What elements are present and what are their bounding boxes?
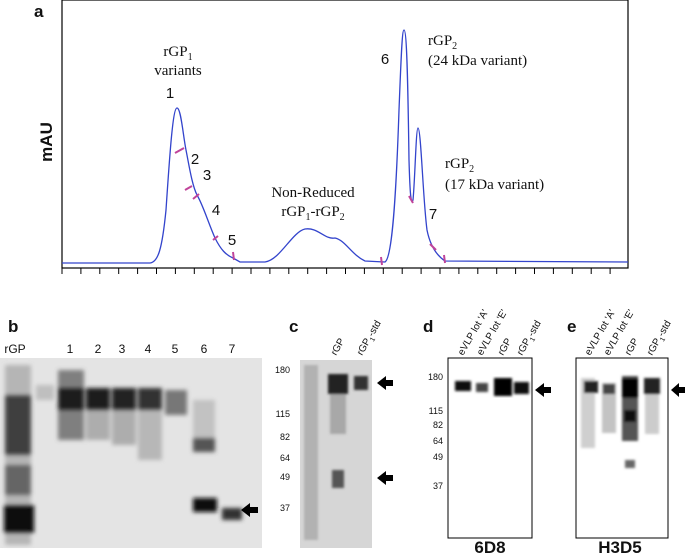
lane-suffix: -std (366, 319, 384, 339)
mw-marker: 82 (280, 432, 290, 442)
lane-sub: 1 (529, 336, 537, 343)
mw-marker: 49 (433, 452, 443, 462)
annotation-sub: 1 (188, 52, 193, 63)
gel-bands (304, 365, 368, 540)
lane-text: rGP (329, 336, 348, 357)
lane-label: rGP (496, 336, 515, 357)
blot-bands (581, 376, 660, 468)
mw-marker: 49 (280, 472, 290, 482)
annotation-text: -rGP (311, 204, 340, 220)
lane-label: 4 (145, 342, 152, 356)
annotation-text: rGP (281, 204, 305, 220)
lane-label: 5 (172, 342, 179, 356)
lane-label: 2 (95, 342, 102, 356)
annotation: (17 kDa variant) (445, 177, 544, 193)
arrow (535, 383, 551, 397)
fraction-markers (174, 147, 446, 266)
annotation-sub: 2 (469, 164, 474, 175)
arrow (241, 503, 258, 517)
panel-label: b (8, 317, 18, 336)
chromatogram-trace (62, 29, 629, 264)
blot-bands (455, 378, 529, 396)
plot-frame (61, 0, 629, 269)
mw-marker: 64 (433, 436, 443, 446)
lane-label: 1 (67, 342, 74, 356)
lane-label: rGP1-std (355, 319, 385, 359)
lane-text: rGP (496, 336, 515, 357)
mw-marker: 37 (433, 481, 443, 491)
lane-label: 7 (229, 342, 236, 356)
annotation-text: rGP (445, 156, 469, 172)
lane-label: rGP1-std (645, 319, 675, 359)
peak-label: 1 (166, 85, 174, 102)
annotation: rGP2 (428, 33, 457, 52)
mw-marker: 180 (428, 372, 443, 382)
mw-marker: 82 (433, 420, 443, 430)
annotation-sub: 1 (306, 212, 311, 223)
lane-label: rGP (623, 336, 642, 357)
lane-sub: 1 (369, 336, 377, 343)
annotation: rGP1-rGP2 (281, 204, 344, 223)
peak-label: 6 (381, 51, 389, 68)
x-ticks (61, 268, 611, 274)
annotation-sub: 2 (452, 41, 457, 52)
peak-label: 7 (429, 206, 437, 223)
lane-label: rGP1-std (515, 319, 545, 359)
peak-label: 4 (212, 202, 220, 219)
panel-label: a (34, 2, 44, 21)
panel-label: d (423, 317, 433, 336)
arrow (377, 376, 393, 390)
antibody-label: H3D5 (598, 538, 641, 557)
arrow (671, 383, 685, 397)
lane-label: rGP (4, 342, 25, 356)
peak-label: 3 (203, 167, 211, 184)
mw-marker: 115 (429, 406, 443, 416)
lane-suffix: -std (526, 319, 544, 339)
antibody-label: 6D8 (474, 538, 505, 557)
mw-marker: 64 (280, 453, 290, 463)
annotation: rGP2 (445, 156, 474, 175)
lane-label: rGP (329, 336, 348, 357)
gel-bands (4, 365, 242, 545)
annotation-text: rGP (163, 44, 187, 60)
mw-marker: 37 (280, 503, 290, 513)
mw-marker: 180 (275, 365, 290, 375)
annotation: (24 kDa variant) (428, 53, 527, 69)
peak-label: 2 (191, 151, 199, 168)
annotation: Non-Reduced (271, 185, 355, 201)
mw-marker: 115 (276, 409, 290, 419)
lane-label: 6 (201, 342, 208, 356)
lane-suffix: -std (656, 319, 674, 339)
panel-label: c (289, 317, 298, 336)
lane-label: 3 (119, 342, 126, 356)
y-axis-label: mAU (37, 122, 56, 162)
annotation: variants (154, 63, 202, 79)
lane-sub: 1 (659, 336, 667, 343)
arrow (377, 471, 393, 485)
lane-text: rGP (623, 336, 642, 357)
annotation: rGP1 (163, 44, 192, 63)
panel-label: e (567, 317, 576, 336)
annotation-text: rGP (428, 33, 452, 49)
annotation-sub: 2 (340, 212, 345, 223)
peak-label: 5 (228, 232, 236, 249)
